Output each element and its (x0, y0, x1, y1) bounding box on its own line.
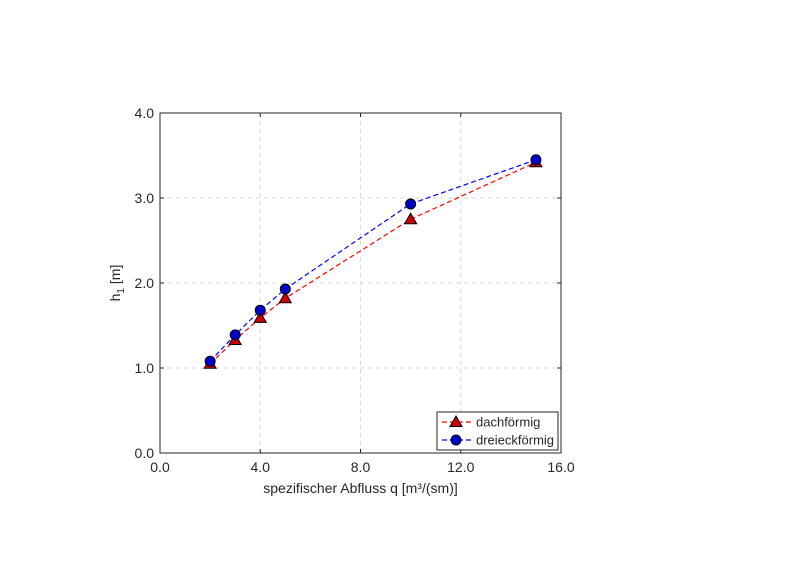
series-layer (203, 154, 543, 369)
data-point (229, 329, 241, 341)
y-axis-label: h1 [m] (107, 265, 127, 302)
data-point (278, 291, 293, 304)
series-triangle (203, 155, 543, 369)
legend: dachförmig dreieckförmig (436, 411, 559, 451)
y-tick-label: 1.0 (135, 360, 155, 376)
y-tick-label: 4.0 (135, 105, 155, 121)
x-axis-label: spezifischer Abfluss q [m³/(sm)] (263, 480, 458, 496)
y-tick-label: 2.0 (135, 275, 155, 291)
data-point (253, 310, 268, 323)
data-point (530, 154, 542, 166)
y-axis-label-sub: 1 (116, 288, 127, 294)
x-tick-label: 8.0 (351, 459, 371, 475)
legend-marker (449, 414, 463, 427)
data-point (405, 198, 417, 210)
legend-label: dreieckförmig (476, 433, 554, 448)
data-point (403, 212, 418, 225)
x-tick-label: 0.0 (150, 459, 170, 475)
y-axis-label-unit: [m] (107, 265, 123, 288)
y-tick-label: 0.0 (135, 445, 155, 461)
x-tick-label: 12.0 (447, 459, 474, 475)
data-point (204, 355, 216, 367)
series-line (209, 161, 537, 365)
y-tick-label: 3.0 (135, 190, 155, 206)
series-circle (204, 154, 542, 367)
x-tick-label: 4.0 (251, 459, 271, 475)
x-tick-label: 16.0 (547, 459, 574, 475)
ticks: 0.0 4.0 8.0 12.0 16.0 0.0 1.0 2.0 3.0 4.0 (135, 105, 575, 475)
legend-marker (450, 434, 462, 446)
y-axis-label-main: h (107, 294, 123, 302)
series-line (209, 159, 537, 362)
legend-label: dachförmig (476, 415, 540, 430)
data-point (254, 304, 266, 316)
grid (160, 113, 561, 453)
data-point (279, 283, 291, 295)
